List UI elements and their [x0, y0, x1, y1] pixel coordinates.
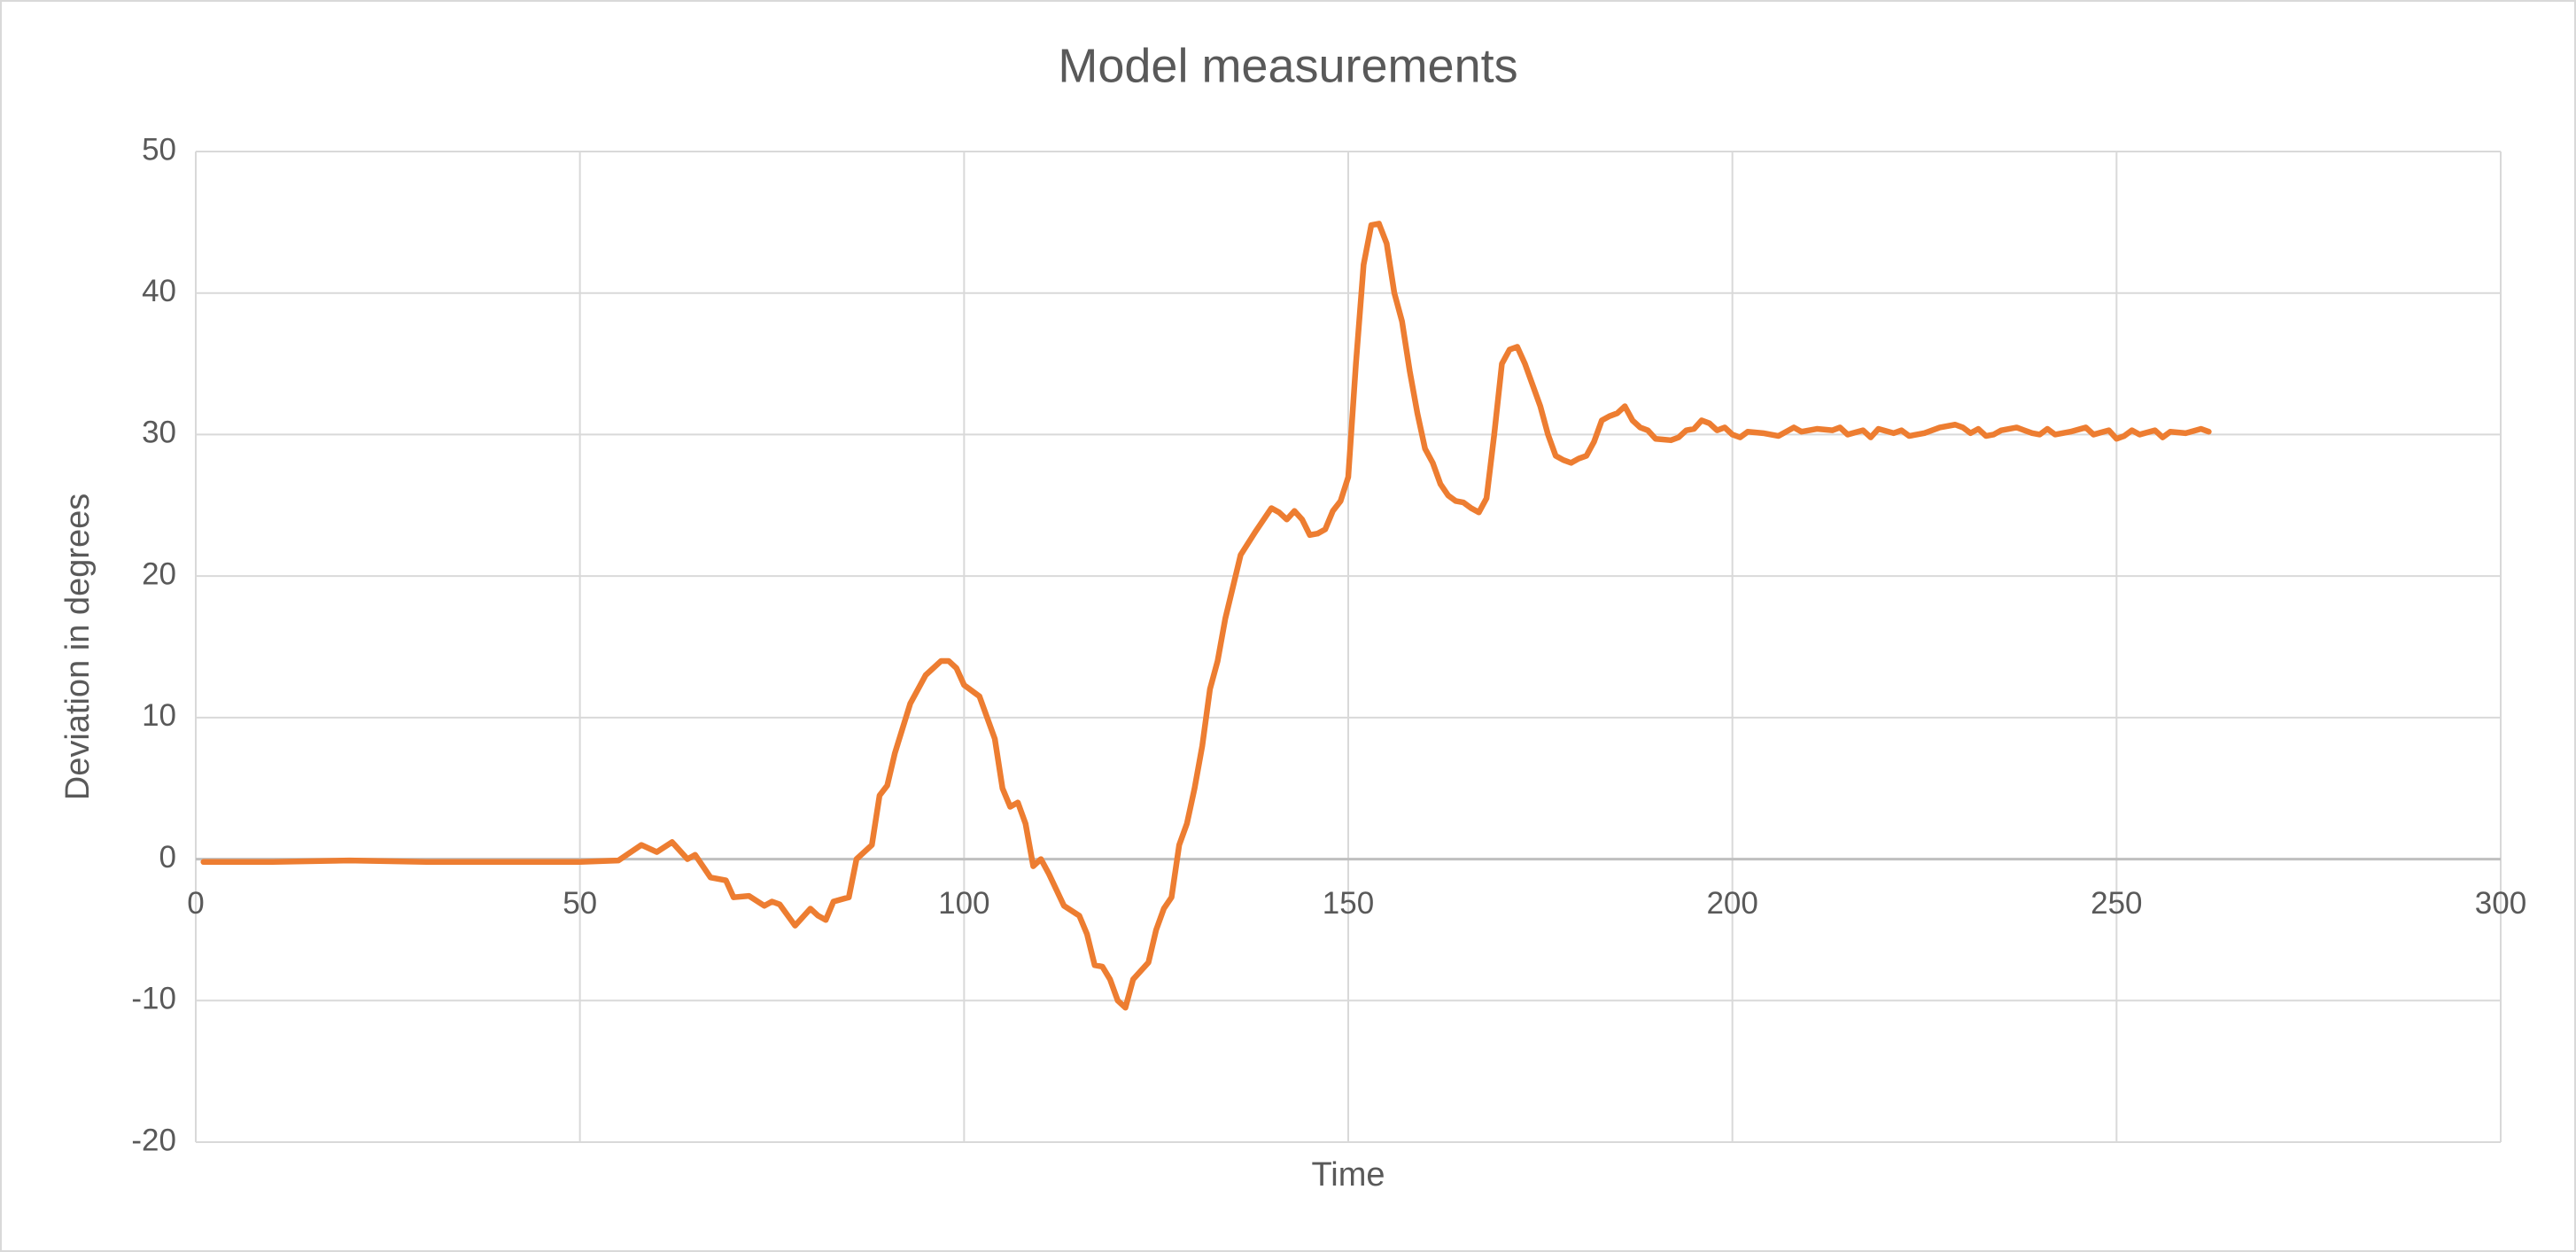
y-tick-label: 10 [142, 698, 176, 733]
x-axis-title: Time [1311, 1156, 1385, 1194]
x-tick-label: 250 [2091, 886, 2142, 921]
data-line [200, 221, 2212, 1011]
y-tick-label: -10 [131, 982, 176, 1016]
x-tick-label: 50 [563, 886, 597, 921]
y-tick-label: 40 [142, 274, 176, 308]
labels: -20 -10 0 10 20 30 40 50 0 50 100 150 200 250 300 [131, 132, 2526, 1157]
x-tick-label: 300 [2475, 886, 2526, 921]
y-axis-title: Deviation in degrees [59, 494, 97, 800]
y-tick-label: -20 [131, 1123, 176, 1157]
x-tick-label: 100 [938, 886, 989, 921]
plot [200, 221, 2212, 1011]
y-tick-label: 30 [142, 416, 176, 450]
x-tick-label: 150 [1323, 886, 1374, 921]
x-tick-label: 200 [1706, 886, 1757, 921]
y-tick-label: 0 [159, 840, 176, 875]
y-tick-label: 50 [142, 132, 176, 167]
y-tick-label: 20 [142, 556, 176, 591]
chart-title: Model measurements [1058, 39, 1517, 92]
x-tick-label: 0 [187, 886, 204, 921]
